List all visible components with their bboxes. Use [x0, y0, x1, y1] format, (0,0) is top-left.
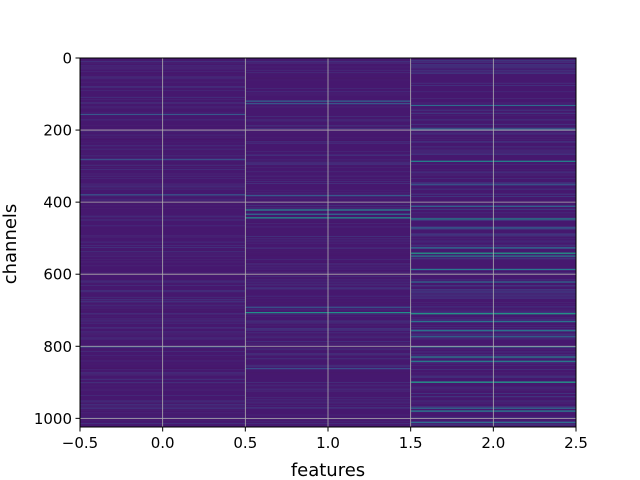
- y-tick-label: 1000: [34, 410, 72, 428]
- y-tick-label: 400: [43, 194, 72, 212]
- x-axis-label: features: [291, 460, 365, 480]
- y-tick-label: 0: [62, 50, 72, 68]
- y-tick-label: 600: [43, 266, 72, 284]
- x-tick-label: 2.0: [481, 434, 505, 452]
- x-tick-label: −0.5: [62, 434, 98, 452]
- x-tick-label: 0.5: [233, 434, 257, 452]
- y-axis-ticks: 0 200 400 600 800 1000: [34, 50, 80, 428]
- y-tick-label: 200: [43, 122, 72, 140]
- x-tick-label: 2.5: [564, 434, 588, 452]
- x-tick-label: 1.0: [316, 434, 340, 452]
- y-tick-label: 800: [43, 338, 72, 356]
- x-tick-label: 0.0: [151, 434, 175, 452]
- y-axis-label: channels: [0, 204, 21, 285]
- x-axis-ticks: −0.5 0.0 0.5 1.0 1.5 2.0 2.5: [62, 427, 588, 452]
- x-tick-label: 1.5: [399, 434, 423, 452]
